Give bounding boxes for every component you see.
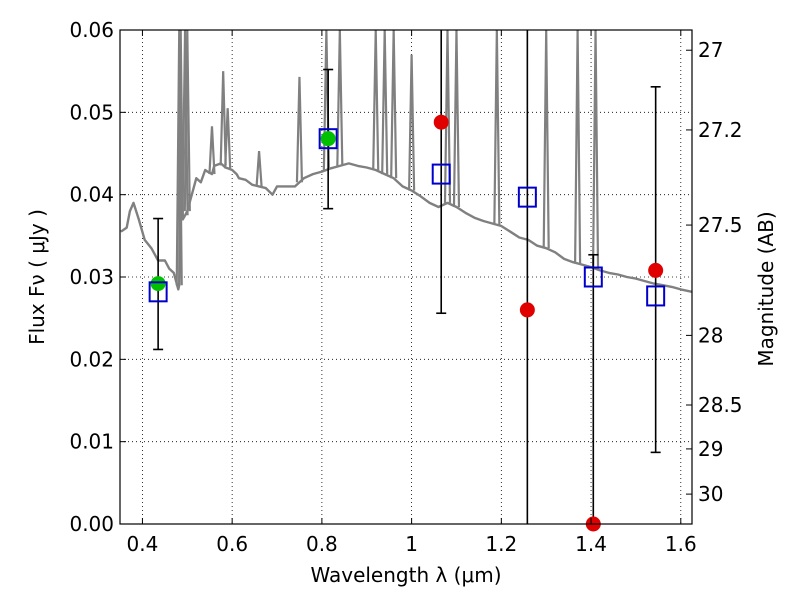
y-tick-label: 0.04 — [69, 183, 114, 207]
emission-line — [390, 30, 398, 179]
red-data-point — [648, 262, 664, 278]
y-tick-label: 0.03 — [69, 265, 114, 289]
emission-line — [443, 30, 452, 203]
red-data-point — [519, 302, 535, 318]
emission-line — [181, 30, 189, 216]
y-axis-title: Flux Fν ( μJy ) — [25, 209, 49, 345]
y-tick-label: 0.05 — [69, 100, 114, 124]
blue-model-square — [517, 186, 537, 208]
y-tick-label: 0.06 — [69, 18, 114, 42]
emission-line — [493, 30, 501, 225]
emission-line — [408, 54, 416, 191]
x-tick-label: 1.6 — [665, 532, 697, 556]
x-tick-label: 1.4 — [575, 532, 607, 556]
right-tick-label: 27.2 — [698, 118, 743, 142]
emission-line — [208, 126, 216, 175]
blue-model-square — [318, 128, 338, 150]
y-tick-label: 0.01 — [69, 430, 114, 454]
x-tick-label: 0.6 — [216, 532, 248, 556]
emission-line — [224, 108, 232, 169]
green-data-point — [150, 276, 166, 292]
x-axis-title: Wavelength λ (μm) — [310, 563, 501, 587]
emission-line — [574, 30, 582, 264]
right-tick-label: 27 — [698, 38, 723, 62]
emission-line — [255, 150, 263, 187]
point-layer — [148, 114, 666, 532]
red-data-point — [433, 114, 449, 130]
emission-line — [183, 30, 191, 212]
blue-model-square — [431, 163, 451, 185]
emission-line — [381, 30, 389, 175]
emission-line — [295, 76, 304, 183]
errorbar-layer — [153, 30, 661, 524]
x-tick-label: 0.8 — [306, 532, 338, 556]
right-tick-label: 27.5 — [698, 213, 743, 237]
tick-layer: 0.4 0.6 0.8 1 1.2 1.4 1.6 0.00 0.01 0.02 0.03 0.04 0… — [69, 18, 742, 556]
y-tick-label: 0.02 — [69, 347, 114, 371]
right-tick-label: 30 — [698, 482, 723, 506]
right-tick-label: 28 — [698, 323, 723, 347]
emission-line — [372, 30, 380, 170]
model-spectrum-line — [120, 30, 692, 293]
model-layer — [120, 30, 692, 293]
emission-line — [219, 71, 227, 166]
y-tick-label: 0.00 — [69, 512, 114, 536]
blue-model-square — [583, 266, 603, 288]
grid-layer — [120, 30, 692, 524]
right-axis-title: Magnitude (AB) — [754, 211, 778, 366]
x-tick-label: 0.4 — [127, 532, 159, 556]
emission-line — [175, 30, 183, 286]
right-tick-label: 29 — [698, 437, 723, 461]
plot-frame — [119, 29, 693, 525]
emission-line — [452, 30, 461, 208]
emission-line — [336, 30, 344, 166]
blue-model-square — [148, 281, 168, 303]
x-tick-label: 1 — [405, 532, 418, 556]
emission-line — [542, 30, 550, 249]
x-tick-label: 1.2 — [485, 532, 517, 556]
blue-model-square — [646, 285, 666, 307]
right-tick-label: 28.5 — [698, 393, 743, 417]
emission-line — [591, 30, 600, 269]
green-data-point — [320, 131, 336, 147]
